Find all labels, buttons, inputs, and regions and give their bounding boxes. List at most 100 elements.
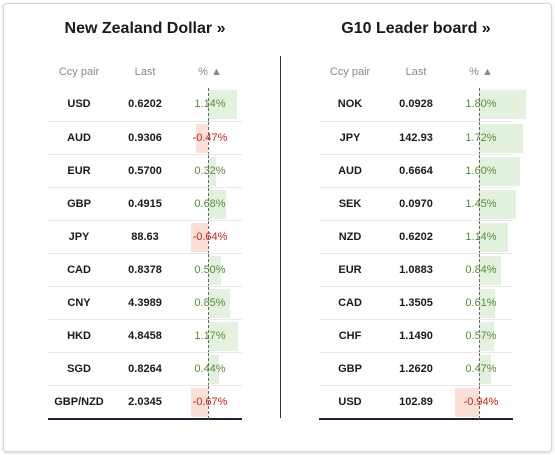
last-price: 1.3505 xyxy=(399,297,433,309)
table-row[interactable]: GBP/NZD 2.0345 -0.67% xyxy=(48,385,242,419)
percent-change-bar xyxy=(479,90,526,119)
percent-change-bar xyxy=(195,124,208,153)
percent-change-bar xyxy=(454,388,479,417)
last-price: 142.93 xyxy=(399,132,433,144)
percent-change: 0.61% xyxy=(465,297,497,309)
percent-change-bar xyxy=(479,124,524,153)
zero-line xyxy=(208,88,209,121)
table-row[interactable]: AUD 0.9306 -0.47% xyxy=(48,121,242,155)
last-price: 102.89 xyxy=(399,396,433,408)
table-row[interactable]: SGD 0.8264 0.44% xyxy=(48,352,242,386)
last-price: 88.63 xyxy=(131,231,159,243)
currency-pair-link[interactable]: CNY xyxy=(67,297,91,309)
zero-line xyxy=(208,155,209,188)
zero-line xyxy=(479,155,480,188)
table-row[interactable]: EUR 1.0883 0.84% xyxy=(319,253,513,287)
percent-change: 1.14% xyxy=(194,98,226,110)
currency-pair-link[interactable]: AUD xyxy=(338,165,362,177)
panel-title-link[interactable]: G10 Leader board » xyxy=(341,20,491,37)
currency-pair-link[interactable]: USD xyxy=(67,98,91,110)
percent-change-bar xyxy=(191,223,208,252)
last-price: 0.0970 xyxy=(399,198,433,210)
percent-change: -0.94% xyxy=(463,396,499,408)
percent-change: -0.64% xyxy=(192,231,228,243)
percent-change: 0.44% xyxy=(194,363,226,375)
currency-pair-link[interactable]: GBP xyxy=(338,363,362,375)
percent-change-bar xyxy=(208,322,239,351)
percent-change: 0.32% xyxy=(194,165,226,177)
column-header-percent-sort[interactable]: % ▲ xyxy=(198,66,222,78)
last-price: 0.8264 xyxy=(128,363,162,375)
zero-line xyxy=(479,221,480,254)
table-row[interactable]: EUR 0.5700 0.32% xyxy=(48,154,242,188)
last-price: 0.6202 xyxy=(399,231,433,243)
table-row[interactable]: NZD 0.6202 1.14% xyxy=(319,220,513,254)
percent-change: 1.17% xyxy=(194,330,226,342)
percent-change-bar xyxy=(208,90,238,119)
percent-change-bar xyxy=(208,157,217,186)
table-row[interactable]: NOK 0.0928 1.80% xyxy=(319,88,526,121)
percent-change-bar xyxy=(208,190,226,219)
percent-change: 0.84% xyxy=(465,264,497,276)
last-price: 0.0928 xyxy=(399,98,433,110)
percent-change: -0.47% xyxy=(192,132,228,144)
percent-change-bar xyxy=(479,289,495,318)
currency-pair-link[interactable]: NZD xyxy=(338,231,362,243)
currency-pair-link[interactable]: EUR xyxy=(338,264,362,276)
currency-pair-link[interactable]: SEK xyxy=(338,198,362,210)
zero-line xyxy=(479,353,480,386)
table-row[interactable]: CNY 4.3989 0.85% xyxy=(48,286,242,320)
table-row[interactable]: SEK 0.0970 1.45% xyxy=(319,187,517,221)
last-price: 0.6202 xyxy=(128,98,162,110)
currency-pair-link[interactable]: GBP xyxy=(67,198,91,210)
last-price: 0.9306 xyxy=(128,132,162,144)
table-row[interactable]: CAD 1.3505 0.61% xyxy=(319,286,513,320)
zero-line xyxy=(479,386,480,419)
currency-pair-link[interactable]: EUR xyxy=(67,165,91,177)
column-header-percent-sort[interactable]: % ▲ xyxy=(469,66,493,78)
percent-change-bar xyxy=(479,157,521,186)
currency-pair-link[interactable]: USD xyxy=(338,396,362,408)
currency-pair-link[interactable]: HKD xyxy=(67,330,91,342)
table-row[interactable]: JPY 142.93 1.72% xyxy=(319,121,524,155)
zero-line xyxy=(208,122,209,155)
last-price: 0.4915 xyxy=(128,198,162,210)
currency-pair-link[interactable]: AUD xyxy=(67,132,91,144)
table-row[interactable]: CAD 0.8378 0.50% xyxy=(48,253,242,287)
percent-change-bar xyxy=(208,355,220,384)
last-price: 4.3989 xyxy=(128,297,162,309)
table-row[interactable]: GBP 0.4915 0.68% xyxy=(48,187,242,221)
percent-change: 1.45% xyxy=(465,198,497,210)
currency-pair-link[interactable]: JPY xyxy=(68,231,90,243)
currency-pair-link[interactable]: CAD xyxy=(67,264,91,276)
table-row[interactable]: HKD 4.8458 1.17% xyxy=(48,319,242,353)
currency-pair-link[interactable]: SGD xyxy=(67,363,91,375)
currency-pair-link[interactable]: CAD xyxy=(338,297,362,309)
currency-table: NOK 0.0928 1.80% JPY 142.93 1.72% AUD 0.6664 1.6… xyxy=(319,88,526,420)
currency-pair-link[interactable]: JPY xyxy=(339,132,361,144)
panel-title-link[interactable]: New Zealand Dollar » xyxy=(64,20,226,37)
table-row[interactable]: USD 0.6202 1.14% xyxy=(48,88,242,121)
currency-pair-link[interactable]: NOK xyxy=(337,98,363,110)
percent-change: 1.14% xyxy=(465,231,497,243)
zero-line xyxy=(208,320,209,353)
zero-line xyxy=(208,188,209,221)
table-row[interactable]: CHF 1.1490 0.57% xyxy=(319,319,513,353)
table-row[interactable]: USD 102.89 -0.94% xyxy=(319,385,513,419)
percent-change: -0.67% xyxy=(192,396,228,408)
percent-change: 0.47% xyxy=(465,363,497,375)
currency-pair-link[interactable]: CHF xyxy=(338,330,362,342)
percent-change-bar xyxy=(479,190,517,219)
table-row[interactable]: AUD 0.6664 1.60% xyxy=(319,154,521,188)
percent-change-bar xyxy=(479,223,509,252)
last-price: 0.8378 xyxy=(128,264,162,276)
percent-change: 0.57% xyxy=(465,330,497,342)
percent-change-bar xyxy=(479,256,501,285)
table-row[interactable]: GBP 1.2620 0.47% xyxy=(319,352,513,386)
currency-pair-link[interactable]: GBP/NZD xyxy=(54,396,104,408)
table-row[interactable]: JPY 88.63 -0.64% xyxy=(48,220,242,254)
zero-line xyxy=(479,320,480,353)
currency-table: USD 0.6202 1.14% AUD 0.9306 -0.47% EUR 0.5700 0.… xyxy=(48,88,242,420)
zero-line xyxy=(479,88,480,121)
table-header: Ccy pair Last % ▲ xyxy=(319,66,513,80)
